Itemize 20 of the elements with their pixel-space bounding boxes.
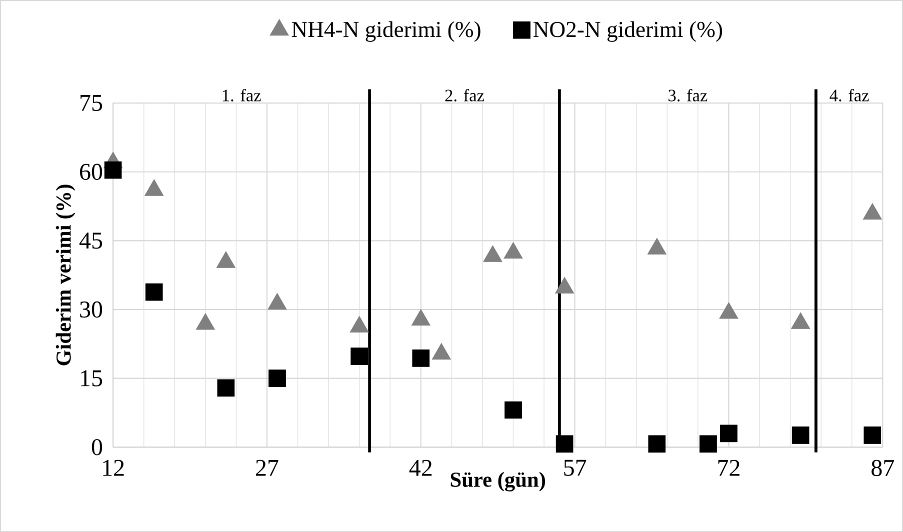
x-axis-title: Süre (gün) xyxy=(450,472,546,492)
y-tick-label: 45 xyxy=(79,232,102,249)
y-tick-label: 0 xyxy=(92,438,102,456)
y-tick-label: 15 xyxy=(81,370,102,386)
y-axis-title: Giderim verimi (%) xyxy=(56,184,76,366)
legend-label: NH4-N giderimi (%) xyxy=(292,21,480,42)
y-tick-label: 75 xyxy=(80,94,102,111)
y-tick-label: 60 xyxy=(80,164,102,180)
text: 2. faz xyxy=(445,88,484,102)
text: 4. faz xyxy=(830,88,869,102)
legend-label: NO2-N giderimi (%) xyxy=(533,21,722,42)
text: 3. faz xyxy=(668,88,708,102)
x-tick-label: 57 xyxy=(564,460,586,476)
x-tick-label: 87 xyxy=(872,460,894,476)
text: 1. faz xyxy=(222,88,261,102)
y-tick-label: 30 xyxy=(80,301,102,318)
x-tick-label: 72 xyxy=(718,460,740,476)
x-tick-label: 12 xyxy=(103,460,124,476)
x-tick-label: 42 xyxy=(409,460,432,476)
x-tick-label: 27 xyxy=(256,460,278,476)
